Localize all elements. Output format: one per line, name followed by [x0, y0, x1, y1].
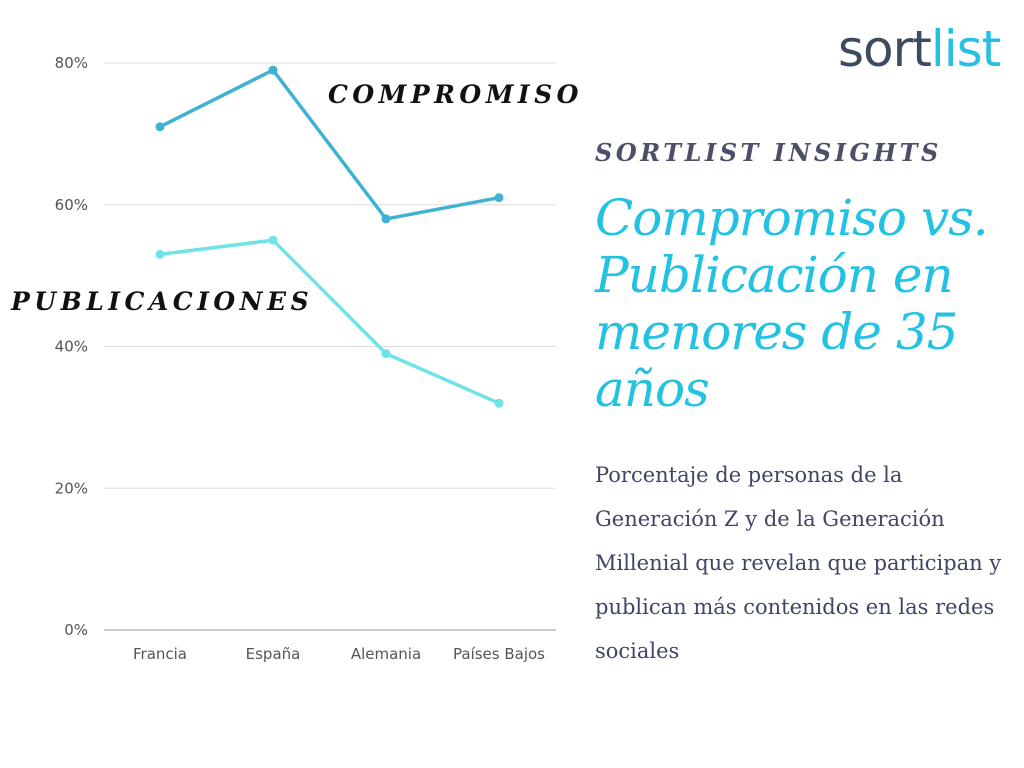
data-point-compromiso — [381, 214, 391, 224]
y-tick-label: 20% — [55, 479, 88, 497]
logo-part-list: list — [930, 20, 1001, 78]
y-tick-label: 60% — [55, 196, 88, 214]
x-tick-label: España — [246, 645, 301, 663]
sortlist-logo: sortlist — [838, 24, 1001, 74]
series-label-publicaciones: PUBLICACIONES — [10, 287, 313, 316]
page-title: Compromiso vs. Publicación en menores de… — [595, 189, 989, 418]
x-tick-label: Alemania — [351, 645, 421, 663]
data-point-publicaciones — [155, 249, 165, 259]
series-line-compromiso — [158, 68, 501, 221]
x-tick-label: Países Bajos — [453, 645, 545, 663]
data-point-compromiso — [155, 122, 165, 132]
series-label-compromiso: COMPROMISO — [328, 80, 580, 109]
data-point-publicaciones — [381, 349, 391, 359]
line-chart: 0% 20% 40% 60% 80% Francia España Alemania Paíse… — [10, 54, 580, 663]
kicker-label: SORTLIST INSIGHTS — [595, 138, 942, 167]
data-point-compromiso — [268, 65, 278, 75]
data-point-compromiso — [494, 193, 504, 203]
y-tick-label: 0% — [64, 621, 88, 639]
y-tick-label: 40% — [55, 338, 88, 356]
x-tick-label: Francia — [133, 645, 187, 663]
y-tick-label: 80% — [55, 54, 88, 72]
chart-description: Porcentaje de personas de la Generación … — [595, 463, 1002, 663]
data-point-publicaciones — [494, 398, 504, 408]
logo-part-sort: sort — [838, 20, 932, 78]
series-line-publicaciones — [158, 238, 501, 405]
data-point-publicaciones — [268, 235, 278, 245]
